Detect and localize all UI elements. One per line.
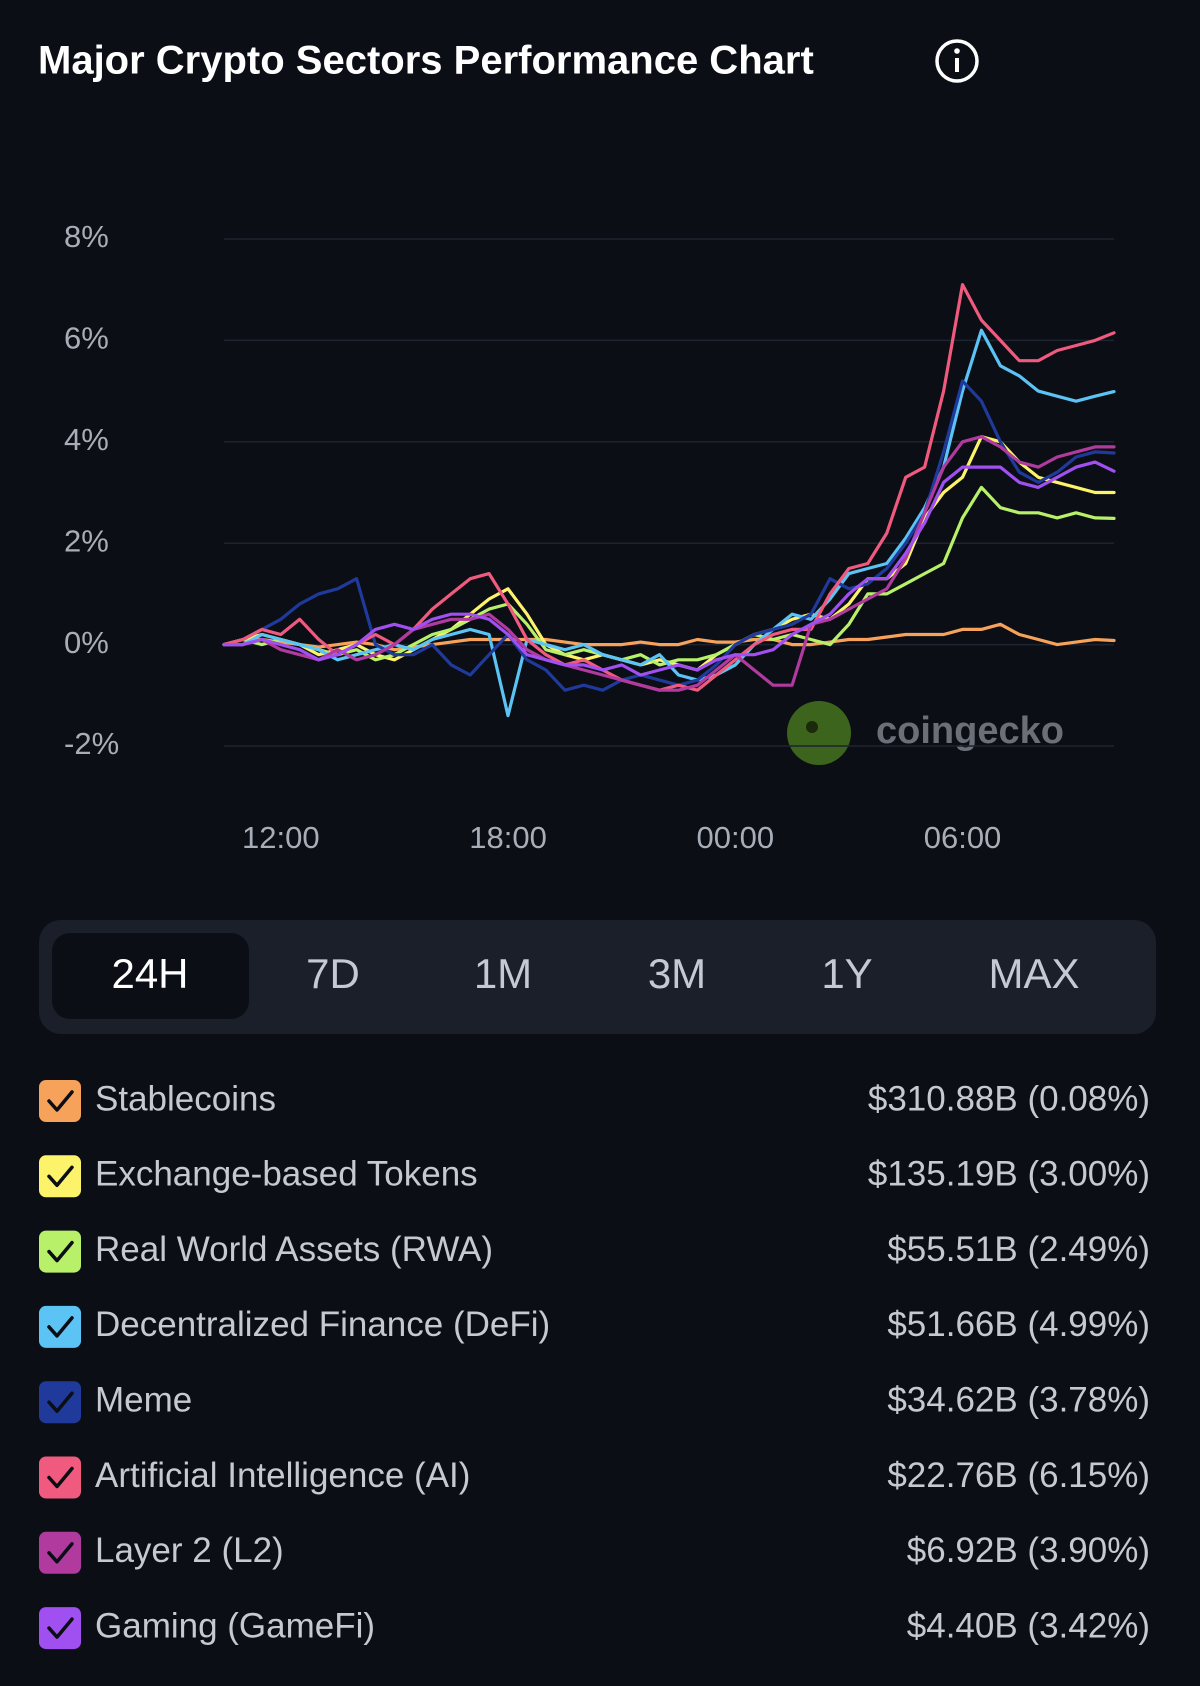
checkmark [47,1240,74,1263]
legend-summary: $6.92B (3.90%) [907,1531,1150,1570]
y-tick-label: 2% [64,523,109,558]
series-line [222,460,1116,677]
legend-summary: $34.62B (3.78%) [887,1380,1150,1419]
x-tick-label: 00:00 [696,820,774,855]
legend-checkbox[interactable] [39,1531,81,1574]
y-tick-label: 0% [64,625,109,660]
legend-name: Layer 2 (L2) [95,1531,284,1570]
tab[interactable]: 3M [648,950,706,997]
watermark-logo [787,701,851,765]
legend-name: Real World Assets (RWA) [95,1230,493,1269]
legend-checkbox[interactable] [39,1230,81,1273]
checkmark [47,1391,74,1413]
x-tick-label: 12:00 [242,820,320,855]
chart-title: Major Crypto Sectors Performance Chart [38,39,814,83]
info-icon[interactable] [935,39,979,83]
checkmark [47,1165,74,1188]
tab[interactable]: 1Y [821,950,872,997]
legend-summary: $135.19B (3.00%) [868,1155,1150,1194]
legend-summary: $55.51B (2.49%) [887,1230,1150,1269]
x-tick-label: 18:00 [469,820,547,855]
legend-checkbox[interactable] [39,1607,81,1650]
checkmark [47,1466,74,1489]
tab-active-bg [52,933,249,1019]
legend-summary: $4.40B (3.42%) [907,1606,1150,1645]
tab[interactable]: 1M [474,950,532,997]
series-line [222,435,1116,692]
legend-checkbox[interactable] [39,1456,81,1499]
legend-name: Gaming (GameFi) [95,1606,375,1645]
legend-name: Decentralized Finance (DeFi) [95,1305,550,1344]
x-tick-label: 06:00 [924,820,1002,855]
legend-checkbox[interactable] [39,1155,81,1198]
legend-checkbox[interactable] [39,1080,81,1122]
series-line [222,283,1116,692]
y-tick-label: -2% [64,726,119,761]
checkmark [47,1617,74,1639]
legend-checkbox[interactable] [39,1305,81,1348]
legend-name: Exchange-based Tokens [95,1155,478,1194]
tab[interactable]: 24H [111,950,188,997]
legend-name: Stablecoins [95,1079,276,1118]
legend-summary: $310.88B (0.08%) [868,1079,1150,1118]
legend-name: Meme [95,1380,192,1419]
y-tick-label: 8% [64,219,109,254]
checkmark [47,1090,74,1112]
series-line [222,328,1116,718]
legend-summary: $22.76B (6.15%) [887,1456,1150,1495]
legend-name: Artificial Intelligence (AI) [95,1456,470,1495]
watermark-text: coingecko [876,710,1064,752]
checkmark [47,1542,74,1564]
info-circle [935,39,979,83]
series-line [222,485,1116,667]
watermark: coingecko [787,701,1064,765]
tab[interactable]: MAX [988,950,1079,997]
tab-bar [39,920,1156,1034]
legend-summary: $51.66B (4.99%) [887,1305,1150,1344]
legend-checkbox[interactable] [39,1381,81,1424]
watermark-eye [806,721,818,733]
tab[interactable]: 7D [306,950,360,997]
y-tick-label: 6% [64,321,109,356]
series-line [222,622,1116,652]
y-tick-label: 4% [64,422,109,457]
checkmark [47,1316,74,1338]
info-dot [954,48,960,54]
